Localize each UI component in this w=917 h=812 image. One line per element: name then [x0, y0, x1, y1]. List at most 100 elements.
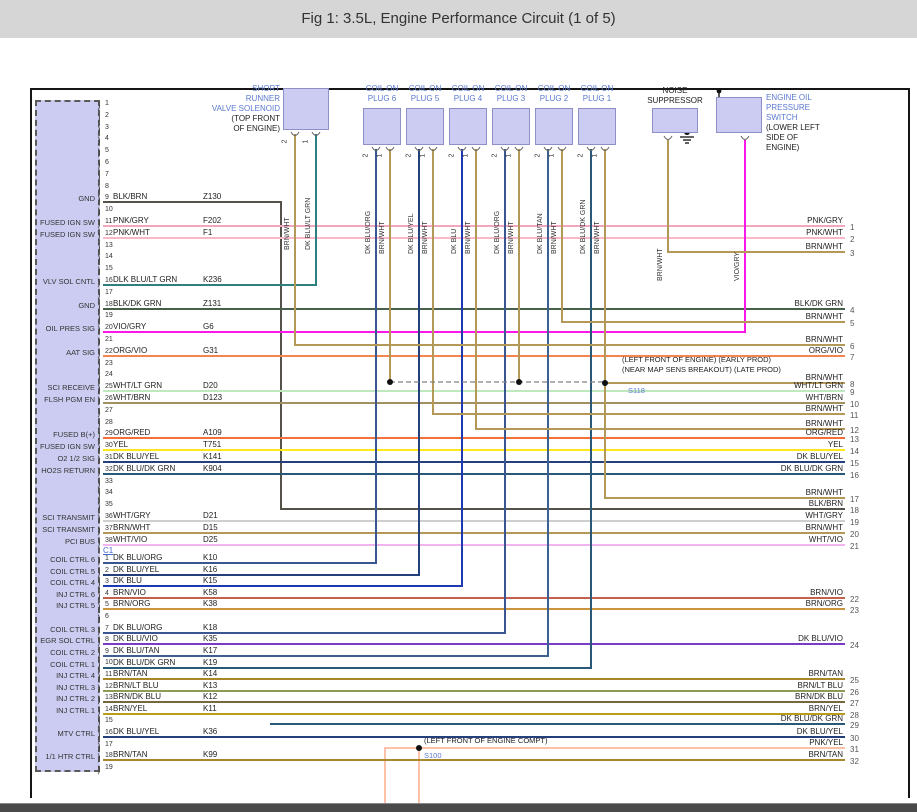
connector-a-pin-number: 24: [105, 371, 113, 379]
engine-oil-pressure-switch-box: [716, 97, 762, 133]
connector-a-pin-number: 19: [105, 312, 113, 320]
exit-wire-label: WHT/VIO: [808, 535, 843, 544]
connector-a-pin-number: 12: [105, 229, 113, 237]
exit-wire-label: WHT/BRN: [805, 393, 843, 402]
connector-a-pin-number: 2: [105, 111, 109, 119]
connector-a-pin-number: 20: [105, 324, 113, 332]
wire-color-label: DK BLU/ORG: [113, 553, 163, 562]
wire-color-label: BRN/ORG: [113, 599, 151, 608]
exit-wire-label: WHT/GRY: [805, 511, 843, 520]
terminal-socket-icon: [600, 146, 610, 151]
cropped-next-section-bar: [0, 803, 917, 812]
exit-number: 31: [850, 745, 859, 754]
connector-a-pin-bump: ): [96, 148, 103, 160]
exit-number: 24: [850, 641, 859, 650]
circuit-code-label: K14: [203, 669, 218, 678]
pcm-signal-label: INJ CTRL 6: [56, 590, 95, 599]
connector-a-pin-bump: ): [96, 160, 103, 171]
connector-c1-link[interactable]: C1: [103, 546, 114, 555]
connector-b-pin-bump: ): [96, 718, 103, 730]
short-runner-valve-solenoid-box: [283, 88, 329, 130]
coil-label: PLUG 3: [496, 94, 526, 103]
pressure-symbol-icon: [716, 88, 722, 94]
terminal-socket-icon: [471, 146, 481, 151]
connector-a-pin-number: 35: [105, 501, 113, 509]
circuit-code-label: D20: [203, 381, 218, 390]
s118-splice-link[interactable]: S118: [628, 386, 645, 395]
exit-wire-label: BRN/WHT: [805, 335, 843, 344]
circuit-code-label: G31: [203, 346, 219, 355]
figure-title: Fig 1: 3.5L, Engine Performance Circuit …: [301, 10, 616, 27]
wire-color-label: BRN/WHT: [113, 523, 151, 532]
circuit-code-label: K13: [203, 681, 218, 690]
vertical-wire-label: BRN/WHT: [657, 248, 664, 281]
coil-label: PLUG 2: [539, 94, 569, 103]
connector-b-pin-bump: ): [96, 683, 103, 695]
exit-wire-label: BRN/TAN: [808, 669, 843, 678]
wire-color-label: YEL: [113, 440, 129, 449]
vertical-wire-label: DK BLU/YEL: [408, 213, 415, 254]
connector-b-pin-bump: ): [96, 637, 103, 649]
connector-b-pin-number: 7: [105, 624, 109, 632]
pcm-signal-label: FUSED IGN SW: [39, 218, 95, 227]
wire-color-label: VIO/GRY: [113, 322, 147, 331]
vertical-wire-label: DK BLU/ORG: [365, 210, 372, 254]
connector-a-pin-number: 25: [105, 383, 113, 391]
connector-b-pin-bump: ): [96, 695, 103, 707]
solenoid-label: RUNNER: [245, 94, 280, 103]
circuit-code-label: T751: [203, 440, 222, 449]
exit-wire-label: BLK/BRN: [808, 499, 843, 508]
coil-label: COIL ON: [537, 84, 571, 93]
connector-b-pin-number: 11: [105, 671, 113, 678]
vertical-wire-label: VIO/GRY: [734, 251, 741, 281]
circuit-code-label: K15: [203, 576, 218, 585]
terminal-socket-icon: [457, 146, 467, 151]
wire-color-label: DK BLU/TAN: [113, 646, 160, 655]
circuit-code-label: K38: [203, 599, 218, 608]
terminal-pin-number: 1: [462, 153, 470, 158]
connector-b-pin-number: 6: [105, 613, 109, 620]
connector-b-pin-number: 13: [105, 694, 113, 702]
connector-b-pin-bump: ): [96, 579, 103, 591]
connector-a-pin-number: 37: [105, 524, 113, 532]
exit-wire-label: DK BLU/YEL: [796, 727, 843, 736]
pcm-signal-label: COIL CTRL 1: [50, 660, 95, 669]
terminal-pin-number: 1: [548, 153, 556, 158]
connector-a-pin-number: 21: [105, 336, 113, 343]
connector-a-pin-bump: ): [96, 514, 103, 525]
exit-number: 23: [850, 606, 859, 615]
pcm-connector-box: [35, 100, 100, 772]
noise-suppressor-label: NOISE: [662, 86, 688, 95]
pcm-signal-label: 1/1 HTR CTRL: [45, 752, 95, 761]
noise-suppressor-label: SUPPRESSOR: [647, 96, 703, 105]
s100-splice-link[interactable]: S100: [424, 751, 442, 760]
circuit-code-label: K141: [203, 452, 222, 461]
circuit-code-label: K10: [203, 553, 218, 562]
terminal-pin-number: 1: [302, 139, 310, 144]
circuit-code-label: D25: [203, 535, 218, 544]
exit-number: 14: [850, 447, 859, 456]
circuit-code-label: F1: [203, 228, 213, 237]
terminal-pin-number: 1: [591, 153, 599, 158]
exit-number: 19: [850, 518, 859, 527]
vertical-wire-label: DK BLU/TAN: [537, 213, 544, 254]
terminal-pin-number: 1: [376, 153, 384, 158]
exit-wire-label: BRN/ORG: [805, 599, 843, 608]
terminal-socket-icon: [586, 146, 596, 151]
connector-b-pin-bump: ): [96, 753, 103, 765]
connector-b-pin-bump: ): [96, 625, 103, 637]
exit-wire-label: BRN/YEL: [808, 704, 843, 713]
exit-wire-label: BRN/WHT: [805, 404, 843, 413]
oil-pressure-switch-location-label: (LOWER LEFT: [766, 123, 820, 132]
terminal-pin-number: 2: [405, 153, 413, 158]
connector-a-pin-bump: ): [96, 171, 103, 183]
exit-number: 27: [850, 699, 859, 708]
connector-a-pin-number: 7: [105, 170, 109, 178]
wire-vio-gry: [103, 140, 746, 333]
coil-label: PLUG 5: [410, 94, 440, 103]
wire-color-label: BLK/BRN: [113, 192, 148, 201]
circuit-code-label: K17: [203, 646, 218, 655]
oil-pressure-switch-label: PRESSURE: [766, 103, 811, 112]
exit-wire-label: BRN/DK BLU: [794, 692, 843, 701]
connector-b-pin-number: 15: [105, 717, 113, 725]
